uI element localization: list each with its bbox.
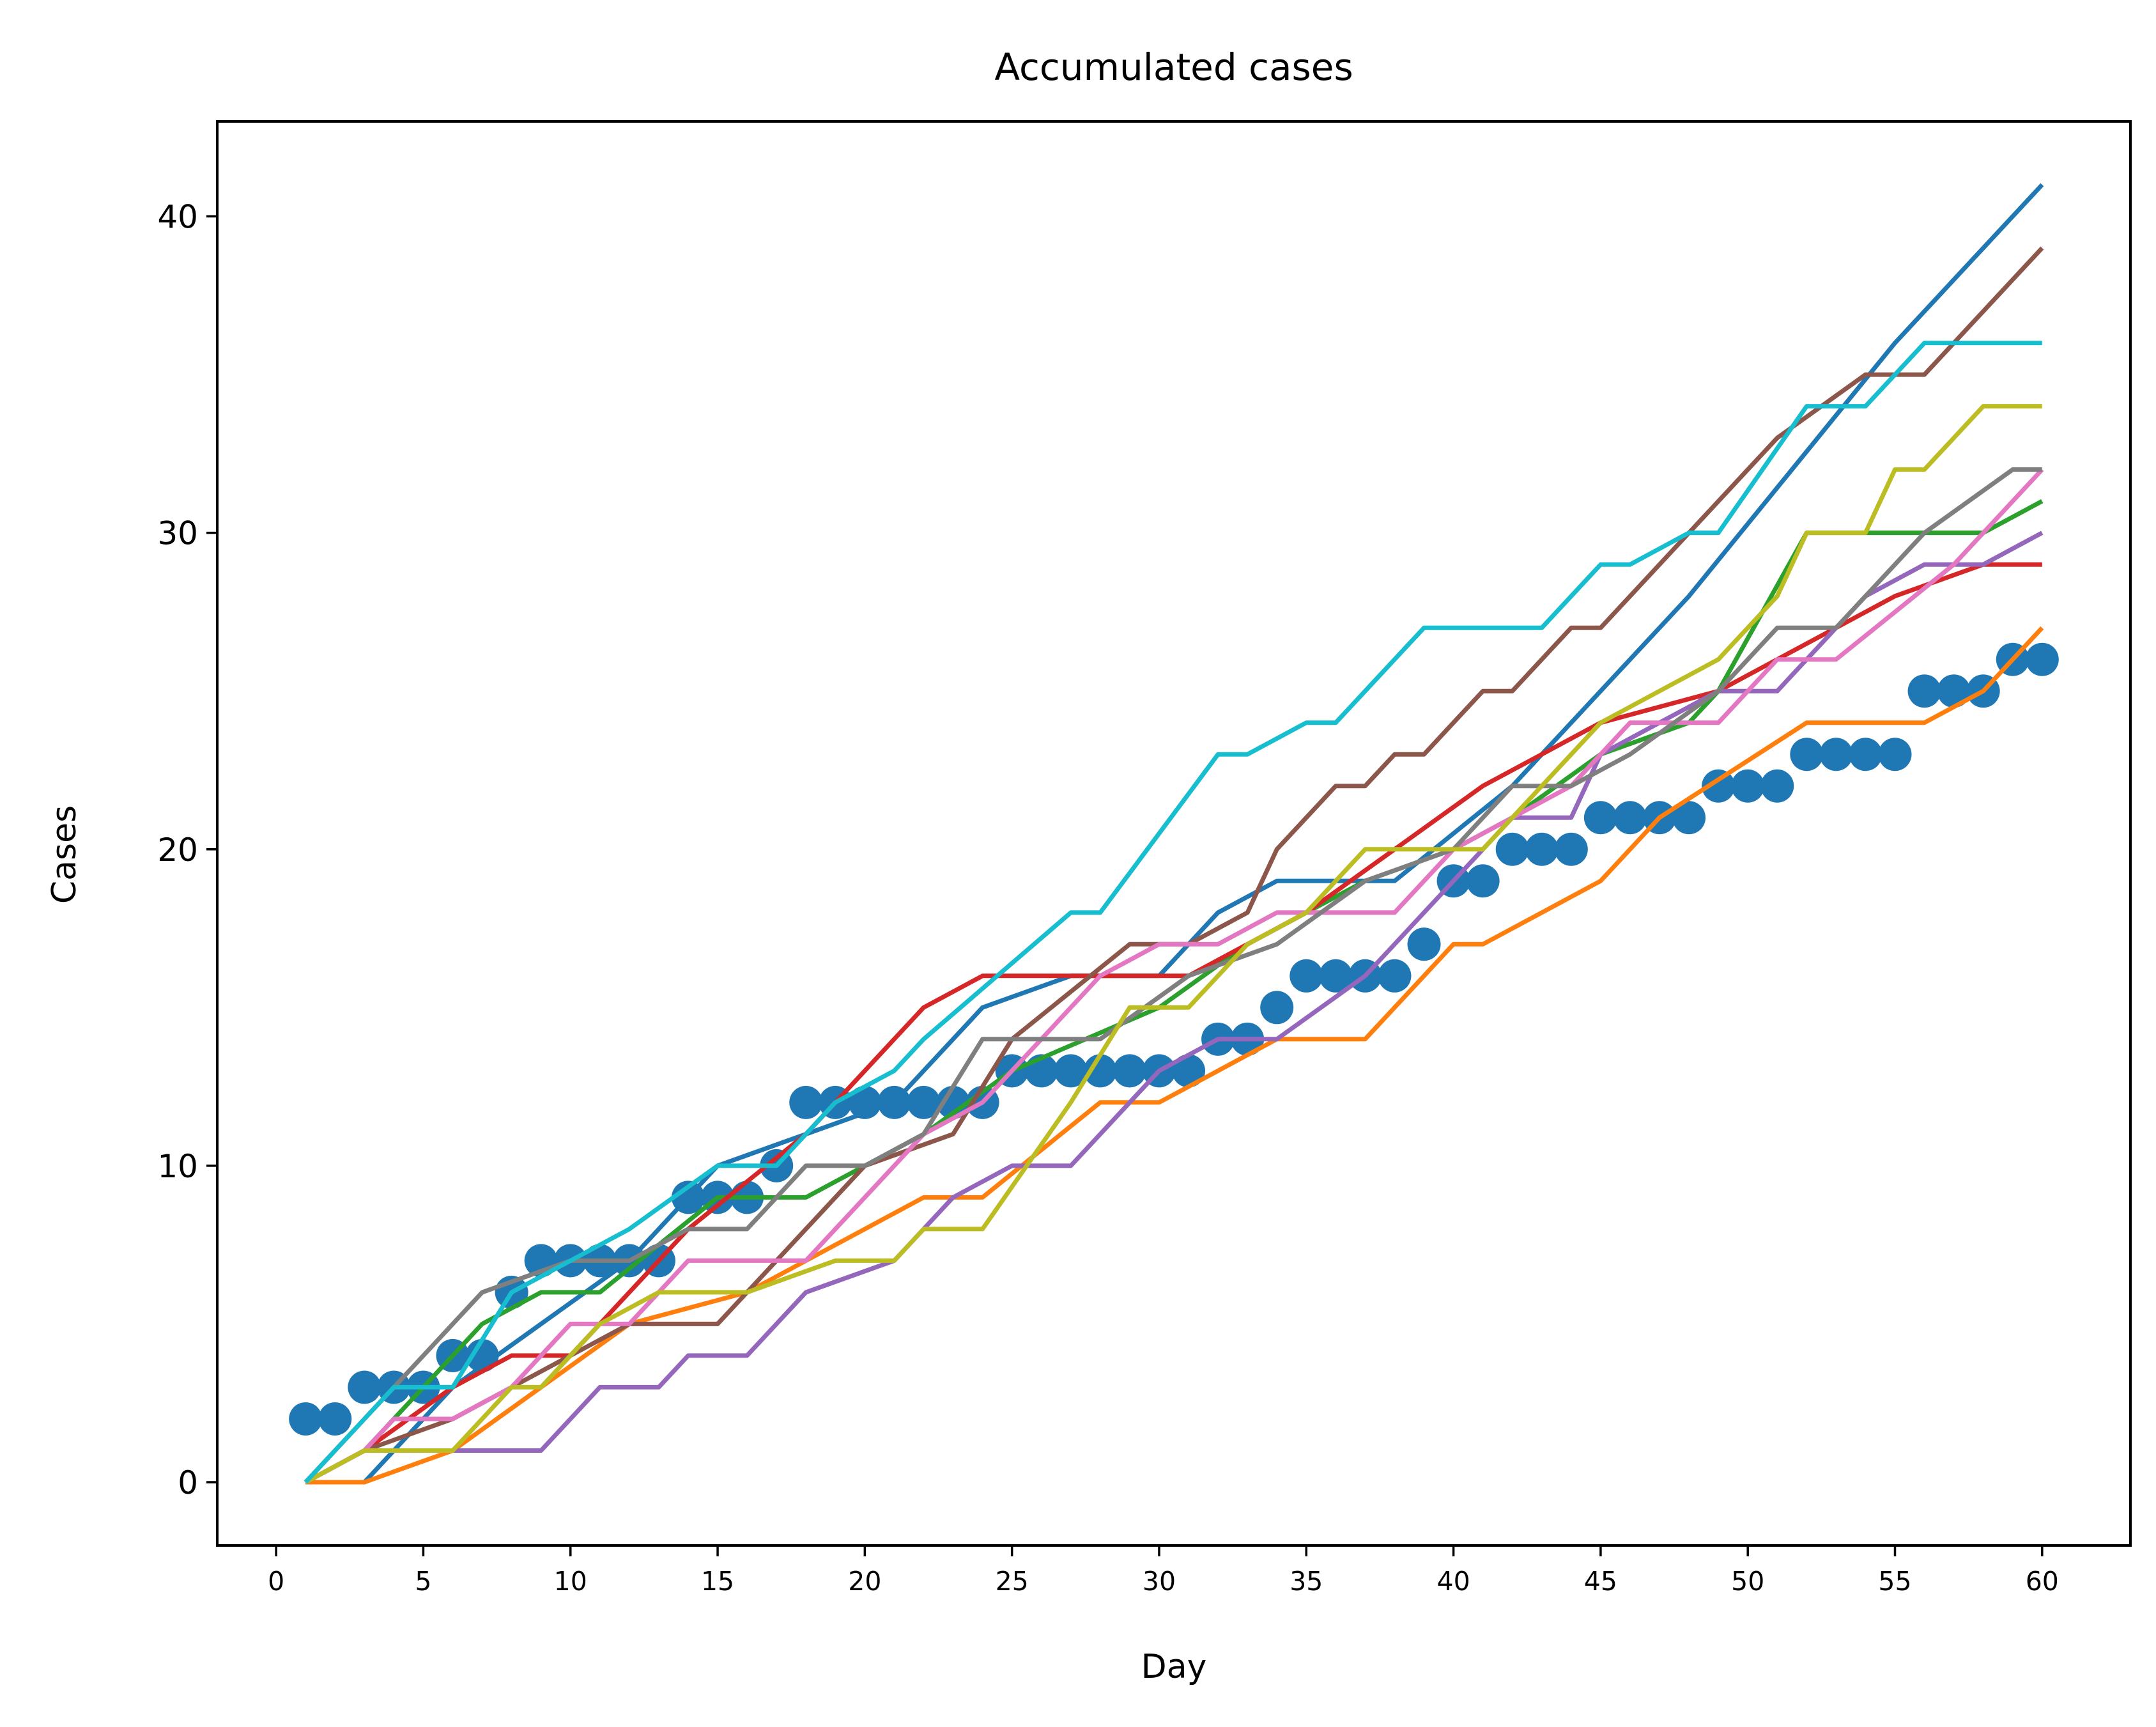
series-line-10 <box>304 341 2042 1484</box>
observed-point <box>1760 769 1794 803</box>
x-tick-label: 25 <box>996 1566 1029 1597</box>
x-tick-label: 0 <box>268 1566 284 1597</box>
observed-point <box>907 1085 941 1119</box>
observed-point <box>1731 769 1765 803</box>
axes: 0 5 10 15 20 25 30 35 40 45 50 55 60 0 10 20 30 40 <box>157 120 2132 1597</box>
observed-point <box>1849 738 1883 771</box>
x-tick-label: 55 <box>1878 1566 1911 1597</box>
observed-point <box>1583 801 1617 835</box>
data-layer <box>289 183 2059 1485</box>
observed-point <box>1907 674 1941 708</box>
series-line-2 <box>305 626 2044 1485</box>
observed-point <box>1172 1054 1206 1088</box>
observed-point <box>1702 769 1736 803</box>
y-tick-label: 0 <box>178 1464 198 1501</box>
observed-point <box>1260 991 1294 1025</box>
observed-point <box>1937 674 1971 708</box>
x-tick-label: 40 <box>1436 1566 1470 1597</box>
observed-point <box>1083 1054 1117 1088</box>
x-tick-label: 45 <box>1584 1566 1617 1597</box>
x-axis-label: Day <box>1141 1648 1207 1686</box>
plot-area <box>289 183 2059 1485</box>
observed-point <box>348 1370 381 1404</box>
x-tick-label: 10 <box>554 1566 587 1597</box>
observed-point <box>289 1402 323 1436</box>
observed-point <box>1613 801 1647 835</box>
observed-point <box>1378 959 1412 993</box>
observed-point <box>1054 1054 1088 1088</box>
observed-point <box>318 1402 352 1436</box>
observed-point <box>1407 927 1441 961</box>
series-line-7 <box>304 468 2044 1485</box>
y-tick-label: 10 <box>157 1148 198 1185</box>
observed-point <box>789 1085 823 1119</box>
observed-point <box>1878 738 1912 771</box>
series-line-9 <box>304 404 2042 1485</box>
x-tick-label: 50 <box>1731 1566 1764 1597</box>
observed-point <box>1554 832 1588 866</box>
x-tick-label: 60 <box>2026 1566 2059 1597</box>
observed-point <box>1525 832 1559 866</box>
x-tick-label: 35 <box>1290 1566 1323 1597</box>
observed-point <box>1495 832 1529 866</box>
x-tick-label: 20 <box>848 1566 881 1597</box>
chart-title: Accumulated cases <box>994 45 1353 89</box>
y-tick-label: 40 <box>157 199 198 236</box>
observed-point <box>1819 738 1853 771</box>
observed-point <box>1290 959 1323 993</box>
x-tick-label: 15 <box>701 1566 734 1597</box>
y-axis-label: Cases <box>45 805 84 904</box>
observed-point <box>465 1338 499 1372</box>
observed-point <box>1790 738 1824 771</box>
axes-frame <box>216 120 2132 1547</box>
x-tick-label: 5 <box>415 1566 431 1597</box>
observed-point <box>1319 959 1353 993</box>
y-tick-label: 20 <box>157 832 198 869</box>
x-tick-label: 30 <box>1143 1566 1176 1597</box>
series-line-8 <box>304 467 2042 1484</box>
observed-point <box>1113 1054 1146 1088</box>
y-tick-label: 30 <box>157 515 198 552</box>
observed-point <box>1672 801 1706 835</box>
observed-point <box>2025 642 2059 676</box>
observed-point <box>1466 864 1500 898</box>
observed-point <box>936 1085 970 1119</box>
